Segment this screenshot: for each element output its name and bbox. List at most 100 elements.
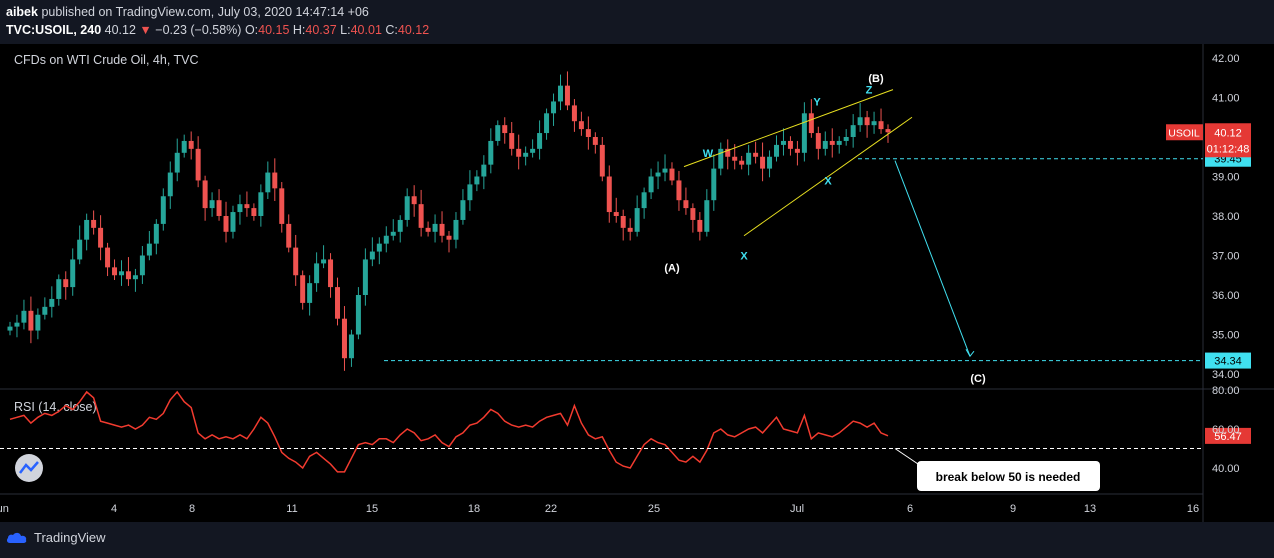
candle-body — [105, 247, 111, 268]
level-tag — [1205, 352, 1251, 369]
wedge-upper-trendline — [683, 89, 894, 168]
tradingview-logo[interactable]: TradingView — [6, 530, 106, 545]
price-tick-label: 35.00 — [1212, 330, 1240, 342]
footer: TradingView — [0, 522, 1274, 558]
candle-body — [843, 137, 849, 141]
candle-body — [537, 133, 543, 149]
candle-body — [202, 180, 208, 209]
time-tick-label: 6 — [907, 503, 913, 515]
candle-body — [850, 125, 856, 137]
chart-svg[interactable]: CFDs on WTI Crude Oil, 4h, TVC RSI (14, … — [0, 44, 1274, 522]
candle-body — [794, 148, 800, 153]
last-price: 40.12 — [104, 23, 136, 37]
candle-body — [98, 227, 104, 248]
time-tick-label: 11 — [286, 503, 297, 515]
candle-body — [258, 192, 264, 216]
candle-body — [780, 140, 786, 145]
candle-body — [216, 200, 222, 216]
candle-body — [223, 216, 229, 232]
indicator-title: RSI (14, close) — [14, 400, 97, 414]
axes: 42.00 41.00 40.00 39.00 38.00 37.00 36.00 35.00… — [0, 44, 1274, 522]
candle-body — [244, 204, 250, 209]
candle-body — [739, 160, 745, 165]
candle-body — [864, 117, 870, 126]
cloud-icon — [6, 532, 27, 543]
wave-label: X — [740, 251, 748, 263]
author-name[interactable]: aibek — [6, 5, 38, 19]
time-tick-label: 9 — [1010, 503, 1016, 515]
candle-body — [676, 180, 682, 201]
candle-body — [704, 200, 710, 232]
candle-body — [718, 148, 724, 169]
price-change: −0.23 (−0.58%) — [155, 23, 242, 37]
candle-body — [49, 298, 55, 307]
candle-body — [453, 219, 459, 240]
time-tick-label: Jun — [0, 503, 9, 515]
candle-body — [390, 231, 396, 236]
candle-body — [195, 148, 201, 181]
candle-body — [418, 204, 424, 228]
price-tick-label: 37.00 — [1212, 251, 1240, 263]
candle-body — [160, 196, 166, 224]
candle-body — [7, 326, 13, 331]
candle-body — [42, 306, 48, 315]
brand-name: TradingView — [34, 530, 106, 545]
candle-body — [606, 176, 612, 213]
high-label: H: — [292, 23, 306, 37]
candle-body — [662, 168, 668, 173]
candle-body — [725, 148, 731, 157]
wave-label: (B) — [868, 73, 884, 85]
price-tick-label: 34.00 — [1212, 369, 1240, 381]
level-tag-label: 34.34 — [1214, 356, 1242, 368]
candle-body — [564, 85, 570, 106]
candle-body — [822, 140, 828, 149]
rsi-value-tag — [1205, 427, 1251, 444]
candle-body — [787, 140, 793, 149]
candle-body — [634, 208, 640, 232]
low-value: 40.01 — [350, 23, 382, 37]
candle-body — [578, 121, 584, 130]
candle-body — [328, 259, 334, 288]
candle-body — [362, 259, 368, 295]
wave-label: (A) — [664, 262, 680, 274]
candle-body — [627, 227, 633, 232]
candle-body — [620, 216, 626, 228]
candle-body — [774, 144, 780, 157]
candle-body — [314, 263, 320, 284]
candle-body — [14, 322, 20, 327]
candle-body — [571, 105, 577, 122]
candle-body — [808, 113, 814, 134]
symbol-ohlc-line: TVC:USOIL, 240 40.12 ▼ −0.23 (−0.58%) O:… — [6, 23, 429, 37]
time-tick-label: 22 — [545, 503, 557, 515]
price-tick-label: 41.00 — [1212, 93, 1240, 105]
time-tick-label: 18 — [468, 503, 480, 515]
close-value: 40.12 — [397, 23, 430, 37]
rsi-tick-label: 40.00 — [1212, 463, 1240, 475]
candle-body — [56, 279, 62, 299]
rsi-pane[interactable]: RSI (14, close) 56.47 break below 50 is ne… — [0, 390, 1251, 491]
candle-body — [746, 152, 752, 165]
candle-body — [551, 101, 557, 114]
candle-body — [878, 121, 884, 130]
candle-body — [125, 271, 131, 280]
candle-body — [425, 227, 431, 232]
candle-body — [21, 310, 27, 323]
close-label: C: — [385, 23, 398, 37]
candle-body — [439, 223, 445, 236]
candle-body — [28, 310, 34, 331]
candle-body — [265, 172, 271, 193]
time-tick-label: 8 — [189, 503, 195, 515]
price-tick-label: 38.00 — [1212, 211, 1240, 223]
candle-body — [77, 239, 83, 260]
candle-body — [167, 172, 173, 197]
candle-body — [293, 247, 299, 276]
candle-body — [836, 140, 842, 145]
candle-body — [711, 168, 717, 201]
price-pane[interactable]: CFDs on WTI Crude Oil, 4h, TVC — [7, 53, 891, 371]
candle-body — [369, 251, 375, 260]
rsi-line — [9, 390, 889, 473]
candle-body — [432, 223, 438, 232]
candle-body — [209, 200, 215, 209]
candle-body — [118, 271, 124, 276]
